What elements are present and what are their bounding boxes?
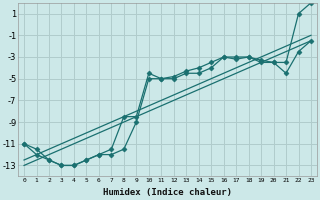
X-axis label: Humidex (Indice chaleur): Humidex (Indice chaleur) [103, 188, 232, 197]
